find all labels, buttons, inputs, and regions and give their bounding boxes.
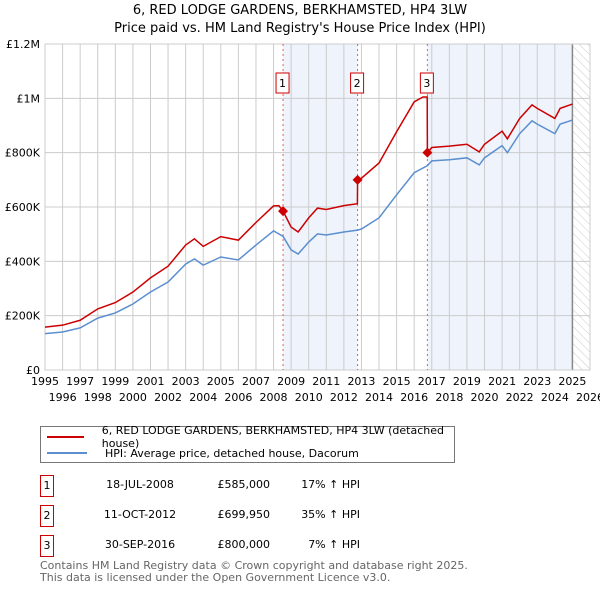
footer-licence: This data is licensed under the Open Gov… (40, 571, 391, 584)
plot-area: 1995 1996 1997 1998 1999 2000 2001 2002 2003 2004… (5, 38, 600, 404)
x-tick-label: 2004 (189, 391, 217, 404)
sale-number-badge: 3 (40, 535, 54, 557)
x-tick-label: 2019 (453, 375, 481, 388)
sale-marker-label: 2 (354, 77, 361, 90)
sale-price: £699,950 (217, 508, 271, 521)
sale-point (352, 174, 363, 185)
x-tick-label: 2010 (295, 391, 323, 404)
x-tick-label: 2002 (154, 391, 182, 404)
sale-marker-label: 3 (423, 77, 430, 90)
x-tick-label: 2016 (400, 391, 428, 404)
x-tick-label: 2011 (312, 375, 340, 388)
x-tick-label: 2008 (260, 391, 288, 404)
y-tick-label: £0 (26, 364, 40, 377)
sale-hpi-diff: 7% ↑ HPI (308, 538, 360, 551)
y-tick-label: £400K (5, 255, 41, 268)
y-tick-label: £800K (5, 147, 41, 160)
series-line-hpi (45, 119, 573, 335)
y-tick-label: £1M (17, 92, 41, 105)
x-tick-label: 2003 (172, 375, 200, 388)
sale-price: £800,000 (217, 538, 271, 551)
x-tick-label: 2025 (558, 375, 586, 388)
x-tick-label: 1997 (66, 375, 94, 388)
x-tick-label: 2014 (365, 391, 393, 404)
sale-price: £585,000 (217, 478, 271, 491)
x-tick-label: 2005 (207, 375, 235, 388)
sale-marker-label: 1 (279, 77, 286, 90)
chart-title: 6, RED LODGE GARDENS, BERKHAMSTED, HP4 3… (132, 3, 468, 18)
x-tick-label: 2022 (506, 391, 534, 404)
sale-point (278, 206, 289, 217)
x-tick-label: 2018 (435, 391, 463, 404)
sale-number-badge: 2 (40, 505, 54, 527)
x-tick-label: 2006 (224, 391, 252, 404)
x-tick-label: 2007 (242, 375, 270, 388)
legend: 6, RED LODGE GARDENS, BERKHAMSTED, HP4 3… (40, 424, 455, 463)
legend-item-hpi: HPI: Average price, detached house, Daco… (47, 446, 359, 460)
sale-point (422, 147, 433, 158)
sale-marker-box (350, 72, 365, 94)
x-tick-label: 1996 (49, 391, 77, 404)
x-tick-label: 2024 (541, 391, 569, 404)
x-tick-label: 1995 (31, 375, 59, 388)
x-tick-label: 2012 (330, 391, 358, 404)
legend-item-property: 6, RED LODGE GARDENS, BERKHAMSTED, HP4 3… (47, 424, 454, 450)
legend-label: HPI: Average price, detached house, Daco… (105, 446, 359, 460)
x-tick-label: 2001 (136, 375, 164, 388)
sale-date: 18-JUL-2008 (106, 478, 174, 491)
chart-subtitle: Price paid vs. HM Land Registry's House … (114, 21, 486, 36)
y-tick-label: £600K (5, 201, 41, 214)
x-tick-label: 2026 (576, 391, 600, 404)
sale-marker-box (275, 72, 290, 94)
footer-copyright: Contains HM Land Registry data © Crown c… (40, 559, 468, 572)
series-line-property (45, 96, 573, 328)
legend-swatch-blue (47, 452, 87, 454)
y-tick-label: £200K (5, 310, 41, 323)
x-tick-label: 2000 (119, 391, 147, 404)
sale-hpi-diff: 35% ↑ HPI (301, 508, 360, 521)
plot-border (44, 43, 591, 371)
x-tick-label: 2015 (383, 375, 411, 388)
sale-date: 11-OCT-2012 (103, 508, 177, 521)
x-tick-label: 2017 (418, 375, 446, 388)
legend-label: 6, RED LODGE GARDENS, BERKHAMSTED, HP4 3… (101, 424, 444, 450)
legend-swatch-red (47, 436, 84, 438)
sale-hpi-diff: 17% ↑ HPI (301, 478, 360, 491)
x-tick-label: 2023 (523, 375, 551, 388)
x-tick-label: 2009 (277, 375, 305, 388)
x-tick-label: 1999 (101, 375, 129, 388)
sale-date: 30-SEP-2016 (104, 538, 176, 551)
x-tick-label: 2021 (488, 375, 516, 388)
x-tick-label: 2013 (347, 375, 375, 388)
x-tick-label: 2020 (471, 391, 499, 404)
y-tick-label: £1.2M (6, 38, 40, 51)
sale-marker-box (419, 72, 434, 94)
sale-number-badge: 1 (40, 475, 54, 497)
x-tick-label: 1998 (84, 391, 112, 404)
